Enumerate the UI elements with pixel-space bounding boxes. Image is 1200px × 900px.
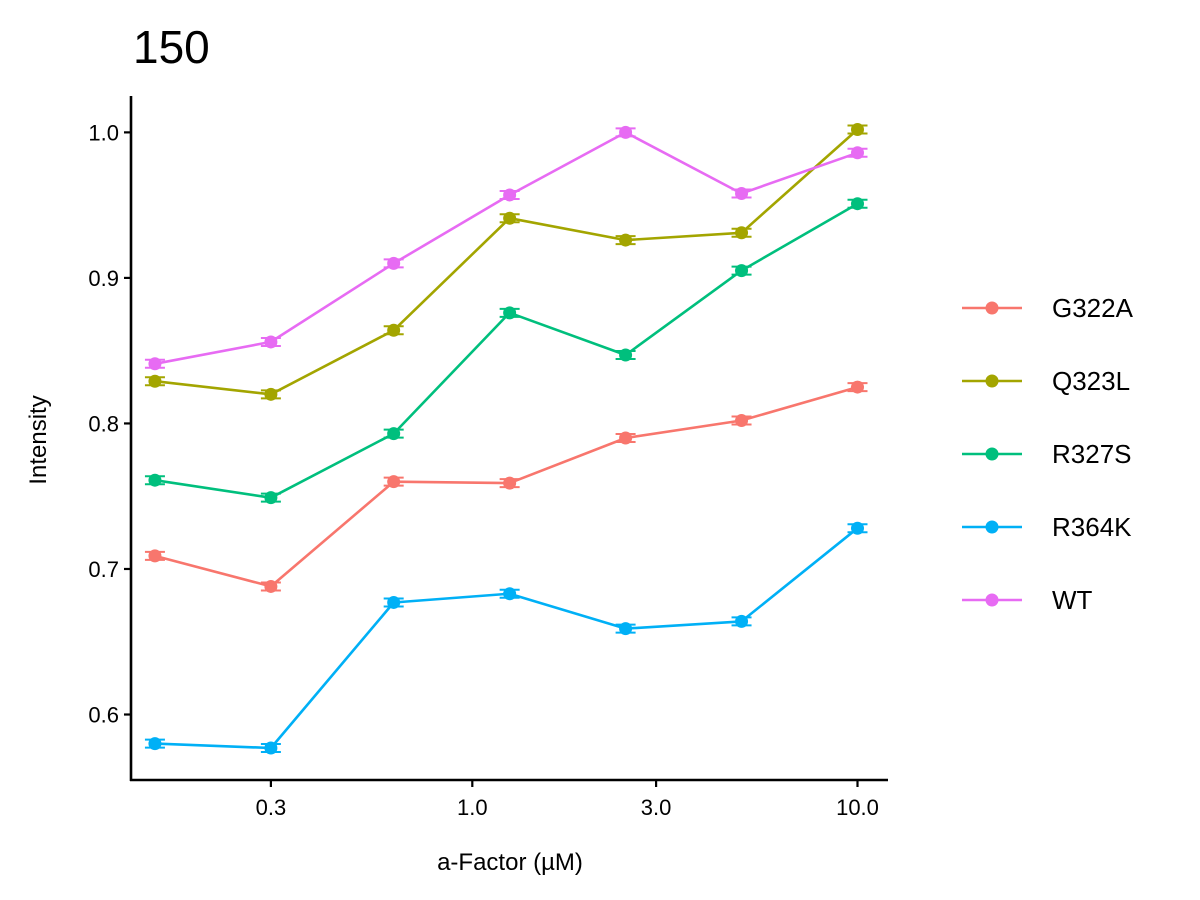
data-point-q323l: [735, 226, 749, 240]
data-point-wt: [619, 125, 633, 139]
y-ticks: 0.6 0.7 0.8 0.9 1.0: [88, 120, 131, 728]
series-r364k: [144, 521, 868, 755]
data-point-q323l: [850, 122, 864, 136]
data-point-g322a: [387, 475, 401, 489]
series-line-r364k: [154, 527, 859, 750]
data-point-r327s: [850, 197, 864, 211]
series-g322a: [144, 380, 868, 593]
y-tick-label: 0.9: [88, 266, 119, 291]
y-tick-label: 1.0: [88, 120, 119, 145]
x-ticks: 0.3 1.0 3.0 10.0: [256, 780, 879, 820]
legend-key-point: [985, 593, 999, 607]
legend-key-point: [985, 520, 999, 534]
data-point-r364k: [619, 622, 633, 636]
legend-label: R364K: [1052, 512, 1132, 542]
data-point-wt: [850, 146, 864, 160]
data-point-r327s: [148, 473, 162, 487]
series-r327s: [144, 197, 868, 505]
legend-label: Q323L: [1052, 366, 1130, 396]
data-point-r327s: [735, 264, 749, 278]
legend-item-q323l: Q323L: [962, 366, 1130, 396]
x-tick-label: 1.0: [457, 795, 488, 820]
series-layer: [144, 122, 868, 755]
data-point-r364k: [148, 737, 162, 751]
data-point-q323l: [148, 374, 162, 388]
data-point-r364k: [735, 614, 749, 628]
data-point-g322a: [264, 579, 278, 593]
legend-item-r327s: R327S: [962, 439, 1132, 469]
data-point-r327s: [264, 491, 278, 505]
data-point-g322a: [148, 549, 162, 563]
series-line-r327s: [154, 202, 859, 500]
legend-label: R327S: [1052, 439, 1132, 469]
data-point-r364k: [850, 521, 864, 535]
x-tick-label: 0.3: [256, 795, 287, 820]
legend-key-point: [985, 374, 999, 388]
x-axis-title: a-Factor (µM): [437, 849, 583, 876]
y-tick-label: 0.7: [88, 557, 119, 582]
axes: [129, 96, 888, 782]
x-tick-label: 10.0: [836, 795, 879, 820]
y-axis-title: Intensity: [25, 395, 52, 484]
data-point-g322a: [619, 431, 633, 445]
series-line-q323l: [154, 128, 859, 396]
data-point-r327s: [619, 348, 633, 362]
data-point-wt: [503, 188, 517, 202]
data-point-wt: [148, 357, 162, 371]
legend: G322A Q323L R327S R364K WT: [962, 293, 1134, 615]
legend-key-point: [985, 301, 999, 315]
chart-title: 150: [133, 21, 210, 73]
data-point-q323l: [264, 387, 278, 401]
data-point-r327s: [387, 427, 401, 441]
data-point-wt: [387, 256, 401, 270]
legend-item-g322a: G322A: [962, 293, 1134, 323]
series-line-wt: [154, 131, 858, 366]
series-q323l: [144, 122, 868, 401]
legend-label: G322A: [1052, 293, 1134, 323]
legend-item-r364k: R364K: [962, 512, 1132, 542]
data-point-r364k: [503, 587, 517, 601]
series-wt: [144, 125, 868, 371]
data-point-wt: [264, 335, 278, 349]
data-point-r327s: [503, 306, 517, 320]
data-point-g322a: [735, 414, 749, 428]
legend-label: WT: [1052, 585, 1093, 615]
data-point-q323l: [619, 233, 633, 247]
y-tick-label: 0.6: [88, 703, 119, 728]
data-point-wt: [735, 187, 749, 201]
legend-item-wt: WT: [962, 585, 1093, 615]
legend-key-point: [985, 447, 999, 461]
data-point-r364k: [387, 595, 401, 609]
data-point-g322a: [503, 476, 517, 490]
data-point-q323l: [503, 211, 517, 225]
data-point-g322a: [850, 380, 864, 394]
data-point-r364k: [264, 741, 278, 755]
data-point-q323l: [387, 323, 401, 337]
x-tick-label: 3.0: [641, 795, 672, 820]
y-tick-label: 0.8: [88, 411, 119, 436]
